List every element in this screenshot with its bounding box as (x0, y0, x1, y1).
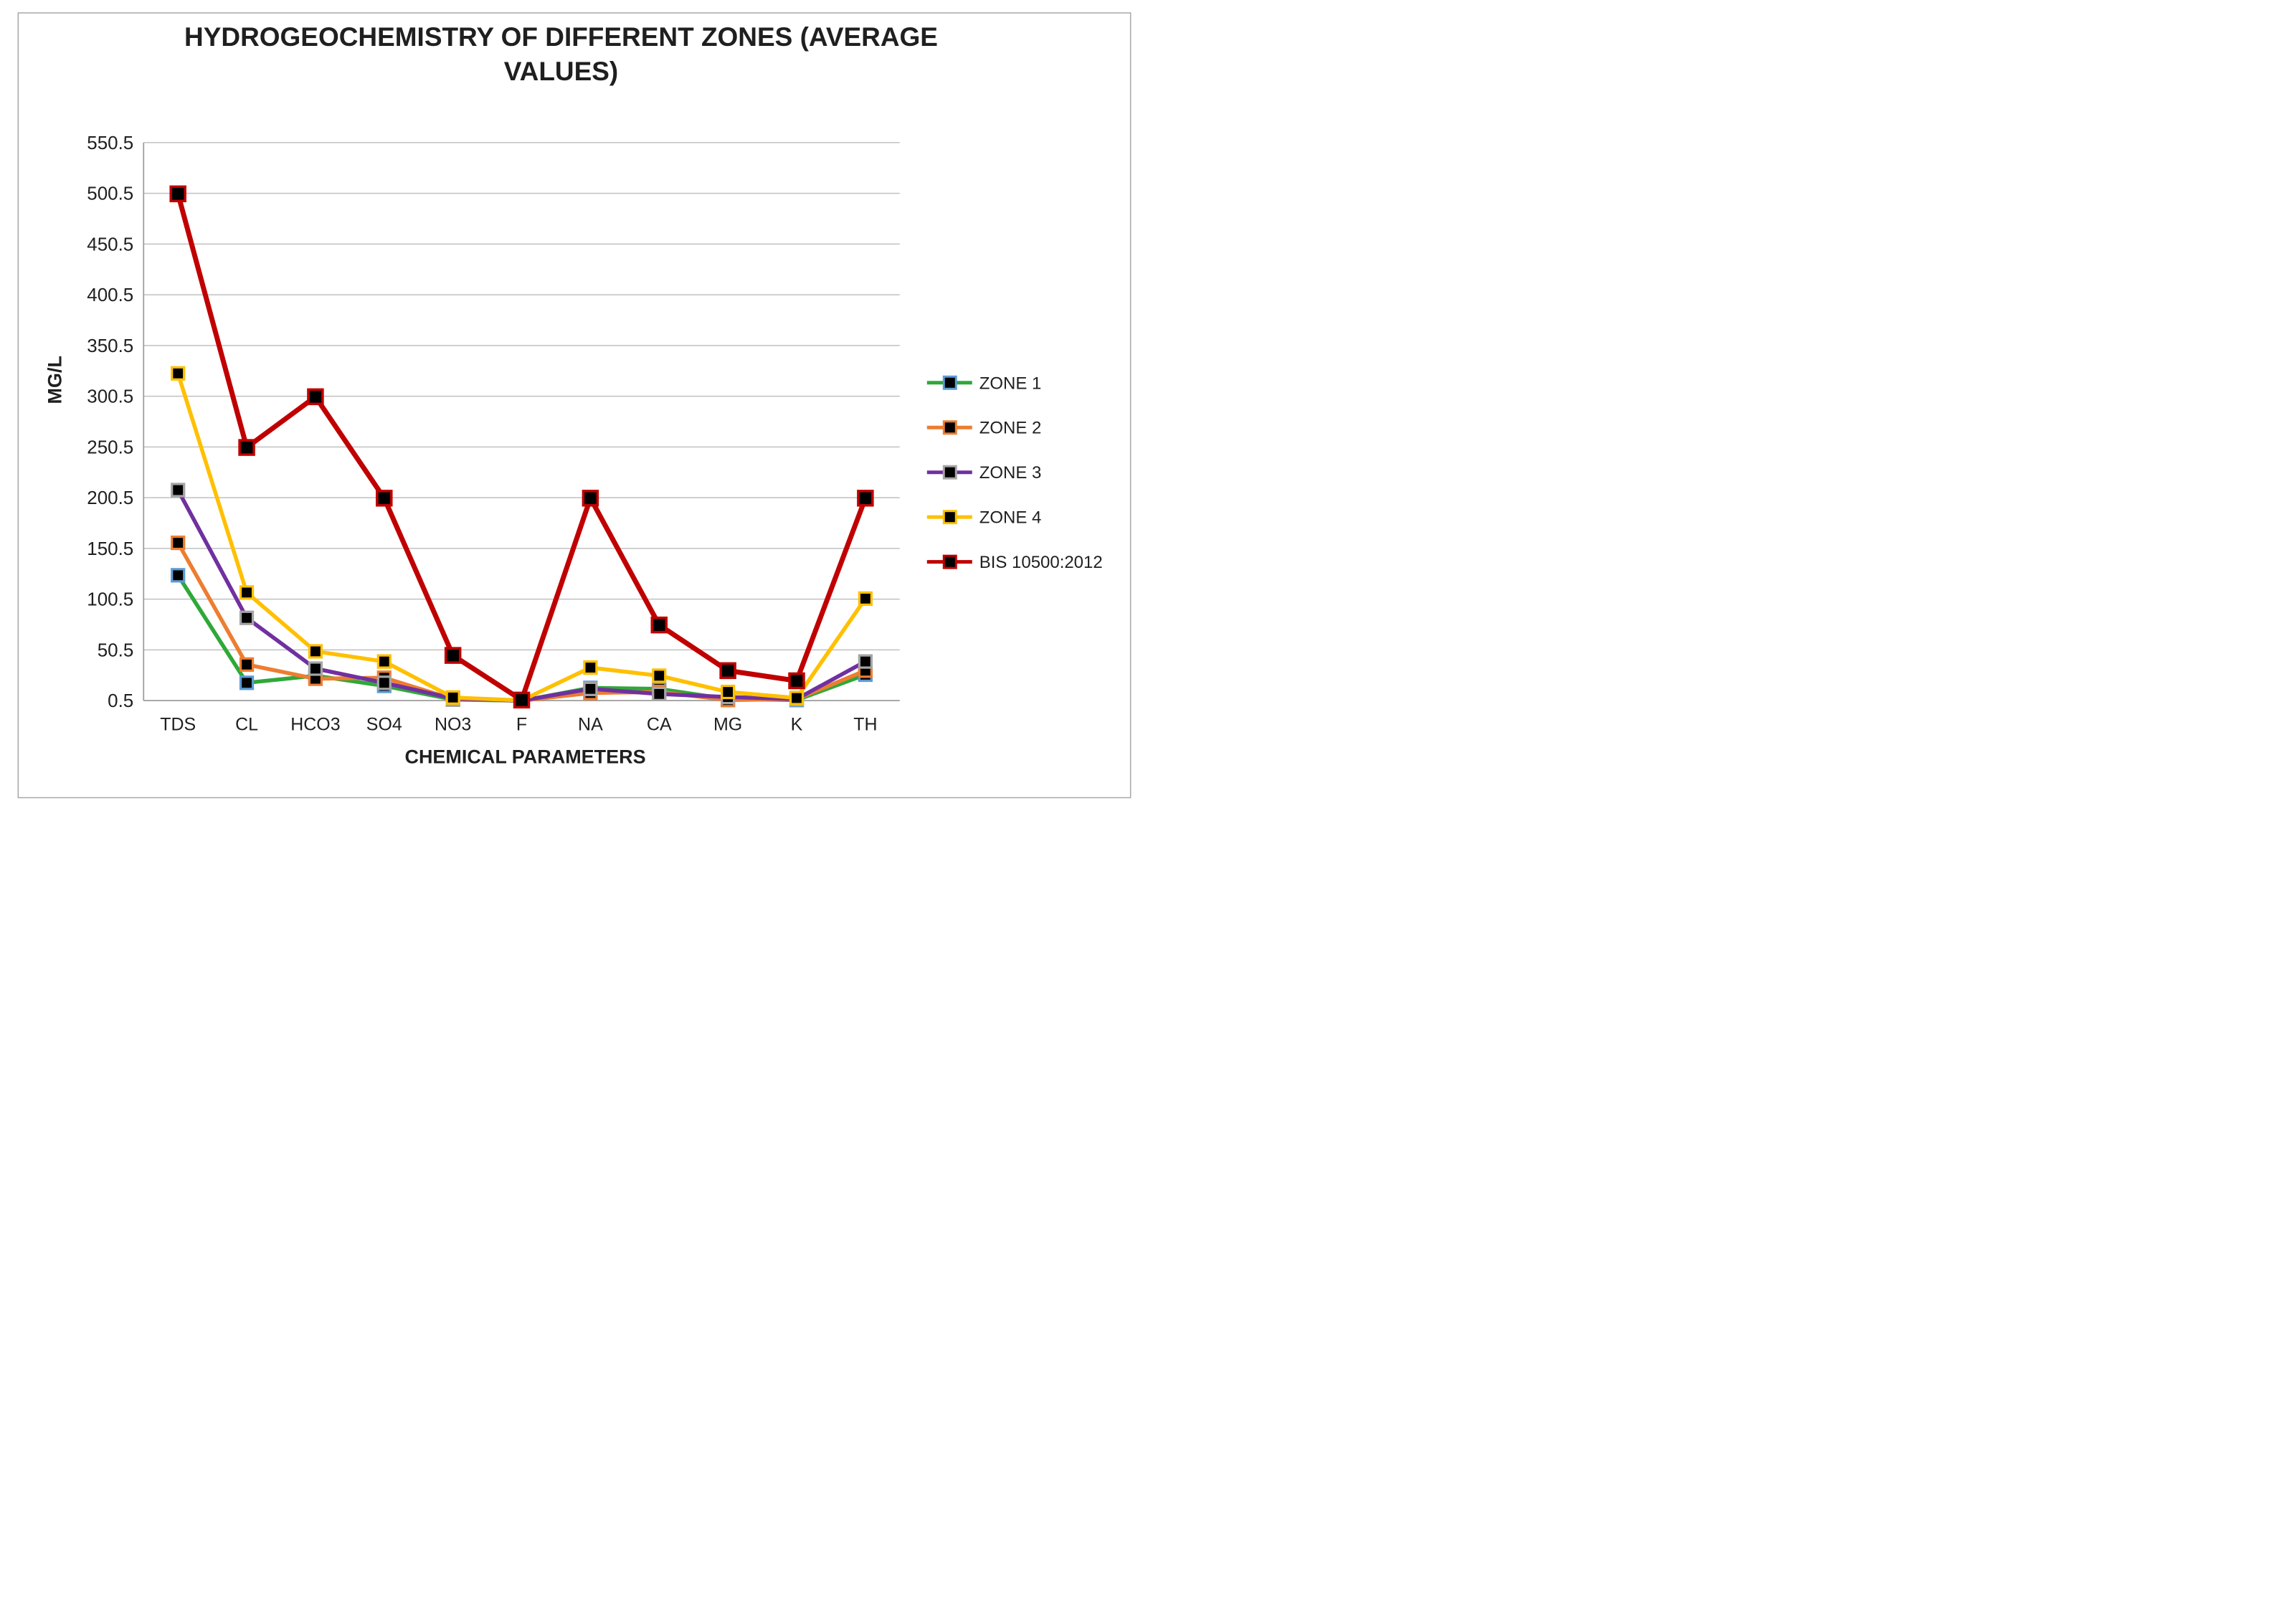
data-point-marker (376, 654, 392, 669)
y-tick-label: 450.5 (87, 233, 133, 255)
chart-page: HYDROGEOCHEMISTRY OF DIFFERENT ZONES (AV… (0, 0, 1148, 812)
y-tick-label: 250.5 (87, 436, 133, 457)
x-tick-label: CL (235, 715, 258, 735)
data-point-marker (721, 684, 736, 700)
y-tick-label: 300.5 (87, 386, 133, 407)
legend-label: ZONE 4 (979, 508, 1042, 528)
data-point-marker (513, 691, 531, 709)
legend-item: BIS 10500:2012 (926, 553, 1103, 572)
y-axis-title: MG/L (44, 356, 65, 404)
x-tick-label: TDS (160, 715, 196, 735)
x-tick-label: K (791, 715, 803, 735)
legend-item: ZONE 3 (926, 463, 1042, 483)
data-point-marker (308, 661, 323, 676)
data-point-marker (444, 647, 462, 664)
data-point-marker (858, 591, 873, 606)
y-tick-label: 100.5 (87, 589, 133, 610)
data-point-marker (652, 668, 667, 683)
legend-marker-swatch (942, 420, 957, 435)
data-point-marker (583, 681, 598, 696)
title-layer: HYDROGEOCHEMISTRY OF DIFFERENT ZONES (AV… (184, 22, 938, 86)
x-tick-label: CA (647, 715, 672, 735)
data-point-marker (788, 672, 805, 690)
legend-label: ZONE 1 (979, 374, 1042, 393)
data-point-marker (789, 690, 805, 706)
x-tick-label: F (516, 715, 527, 735)
legend-marker-swatch (942, 375, 957, 390)
x-tick-label: NA (578, 715, 603, 735)
data-point-marker (239, 585, 255, 600)
data-point-marker (308, 644, 323, 659)
y-tick-label: 50.5 (98, 639, 134, 660)
y-tick-label: 350.5 (87, 335, 133, 356)
data-point-marker (171, 568, 186, 583)
x-tick-label: TH (853, 715, 877, 735)
legend-marker-swatch (942, 510, 957, 525)
x-tick-label: HCO3 (290, 715, 340, 735)
data-point-marker (650, 616, 668, 634)
legend-marker-swatch (942, 554, 957, 569)
data-point-marker (238, 439, 255, 456)
data-point-marker (582, 490, 599, 507)
data-point-marker (171, 535, 186, 551)
legend-layer: ZONE 1 ZONE 2 ZONE 3 ZONE 4 BIS 10500:2012 (926, 374, 1103, 572)
x-axis-title: CHEMICAL PARAMETERS (404, 746, 645, 768)
data-point-marker (171, 366, 186, 381)
hydrogeochemistry-line-chart: HYDROGEOCHEMISTRY OF DIFFERENT ZONES (AV… (0, 0, 1148, 812)
y-tick-label: 550.5 (87, 132, 133, 153)
legend-marker-swatch (942, 465, 957, 480)
series-layer (169, 185, 874, 709)
x-tick-label: SO4 (366, 715, 402, 735)
chart-title-line: VALUES) (504, 57, 619, 86)
x-tick-label: NO3 (435, 715, 471, 735)
data-point-marker (583, 660, 598, 675)
legend-label: ZONE 2 (979, 419, 1042, 438)
y-tick-label: 200.5 (87, 487, 133, 508)
data-point-marker (169, 185, 186, 203)
data-point-marker (445, 690, 460, 705)
series-bis-10500-2012 (169, 185, 874, 709)
y-tick-label: 150.5 (87, 538, 133, 559)
data-point-marker (376, 490, 393, 507)
data-point-marker (857, 490, 874, 507)
data-point-marker (858, 654, 873, 669)
data-point-marker (239, 610, 255, 625)
data-point-marker (376, 675, 392, 690)
y-tick-label: 500.5 (87, 183, 133, 204)
y-tick-label: 400.5 (87, 284, 133, 305)
data-point-marker (239, 657, 255, 672)
data-point-marker (652, 686, 667, 701)
data-point-marker (239, 675, 255, 690)
x-tick-label: MG (713, 715, 742, 735)
legend-label: ZONE 3 (979, 463, 1042, 483)
legend-item: ZONE 2 (926, 419, 1042, 438)
page-border (17, 12, 1132, 799)
data-point-marker (719, 662, 736, 680)
legend-label: BIS 10500:2012 (979, 553, 1103, 572)
chart-title-line: HYDROGEOCHEMISTRY OF DIFFERENT ZONES (AV… (184, 22, 938, 52)
y-tick-label: 0.5 (108, 690, 133, 711)
legend-item: ZONE 4 (926, 508, 1042, 528)
legend-item: ZONE 1 (926, 374, 1042, 393)
data-point-marker (307, 388, 324, 406)
data-point-marker (171, 483, 186, 498)
grid-layer (143, 142, 900, 651)
